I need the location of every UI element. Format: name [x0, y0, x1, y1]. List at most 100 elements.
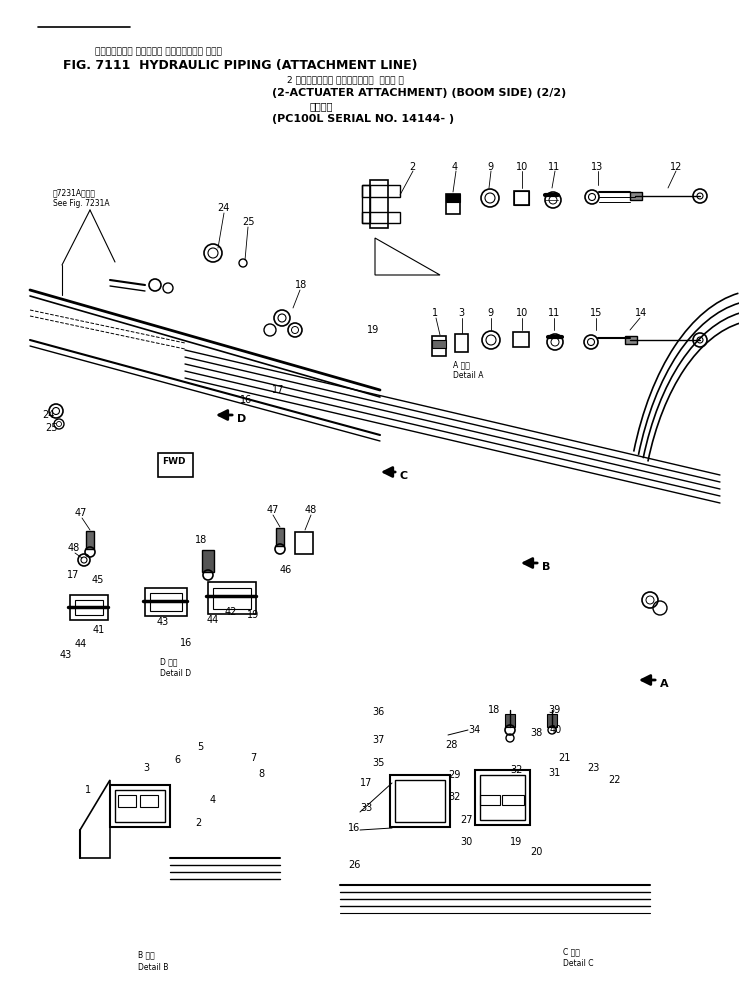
Bar [432, 340, 446, 348]
Text: 22: 22 [608, 775, 621, 785]
Text: A 詳細: A 詳細 [453, 361, 470, 370]
Text: ハイドロリック パイピング アタッチメント ライン: ハイドロリック パイピング アタッチメント ライン [95, 47, 222, 56]
Text: 2: 2 [409, 162, 415, 172]
Text: 32: 32 [510, 765, 522, 775]
Bar [480, 775, 525, 820]
Bar [480, 795, 500, 805]
Text: 17: 17 [272, 385, 285, 395]
Text: 16: 16 [180, 638, 192, 648]
Text: Detail C: Detail C [563, 960, 593, 969]
Text: D: D [237, 414, 246, 424]
Text: 47: 47 [75, 508, 87, 518]
Text: (PC100L SERIAL NO. 14144- ): (PC100L SERIAL NO. 14144- ) [272, 114, 454, 124]
Text: 18: 18 [195, 535, 207, 545]
Bar [118, 795, 136, 807]
Text: A: A [660, 679, 669, 689]
Text: 17: 17 [360, 778, 372, 788]
Bar [625, 336, 637, 344]
Text: 7: 7 [250, 753, 256, 763]
Bar [362, 185, 400, 197]
Text: 37: 37 [372, 735, 384, 745]
Text: 16: 16 [348, 823, 360, 833]
Text: 40: 40 [550, 725, 562, 735]
Text: See Fig. 7231A: See Fig. 7231A [53, 199, 109, 208]
Text: 適用号機: 適用号機 [310, 101, 333, 111]
Text: 27: 27 [460, 815, 472, 825]
Bar [213, 588, 251, 609]
Text: 25: 25 [45, 423, 58, 433]
Text: 34: 34 [468, 725, 480, 735]
Text: 12: 12 [670, 162, 682, 172]
Text: 8: 8 [258, 769, 264, 779]
Text: 9: 9 [487, 162, 493, 172]
Text: 46: 46 [280, 565, 292, 575]
Bar [295, 532, 313, 554]
Text: 20: 20 [530, 847, 542, 857]
Text: 21: 21 [558, 753, 571, 763]
Text: C 詳細: C 詳細 [563, 948, 580, 957]
Text: 2 アクチュエータ アタッチメント  ブーム 側: 2 アクチュエータ アタッチメント ブーム 側 [287, 76, 403, 85]
Text: 15: 15 [590, 308, 602, 318]
Bar [446, 194, 460, 202]
Text: C: C [400, 471, 408, 481]
Text: 4: 4 [210, 795, 216, 805]
Text: 17: 17 [67, 570, 79, 580]
Text: Detail B: Detail B [138, 963, 168, 972]
Text: Detail D: Detail D [160, 670, 191, 679]
Text: 11: 11 [548, 162, 560, 172]
Text: 16: 16 [240, 395, 252, 405]
Text: 第7231A図参照: 第7231A図参照 [53, 188, 96, 197]
Text: 18: 18 [488, 705, 500, 715]
Text: 38: 38 [530, 728, 542, 738]
Text: 24: 24 [42, 410, 55, 420]
Text: 19: 19 [367, 325, 379, 335]
Text: 29: 29 [448, 770, 460, 780]
Text: 18: 18 [295, 280, 307, 290]
Text: 45: 45 [92, 575, 104, 585]
Bar [455, 334, 468, 352]
Bar [70, 595, 108, 620]
Text: 19: 19 [510, 837, 522, 847]
Text: 33: 33 [360, 803, 372, 813]
Bar [208, 582, 256, 614]
Bar [362, 212, 400, 223]
Text: FWD: FWD [162, 457, 185, 466]
Bar [150, 593, 182, 611]
Text: 32: 32 [448, 792, 460, 802]
Text: 4: 4 [452, 162, 458, 172]
Text: 41: 41 [93, 625, 105, 635]
Bar [432, 336, 446, 356]
Text: 13: 13 [591, 162, 603, 172]
Bar [140, 795, 158, 807]
Text: 48: 48 [305, 505, 317, 515]
Text: Detail A: Detail A [453, 372, 483, 381]
Text: (2-ACTUATER ATTACHMENT) (BOOM SIDE) (2/2): (2-ACTUATER ATTACHMENT) (BOOM SIDE) (2/2… [272, 88, 566, 98]
Bar [115, 790, 165, 822]
Text: 39: 39 [548, 705, 560, 715]
Text: 10: 10 [516, 162, 528, 172]
Text: 44: 44 [207, 615, 219, 625]
Bar [547, 714, 557, 727]
Text: 14: 14 [635, 308, 647, 318]
Bar [502, 795, 524, 805]
Bar [110, 785, 170, 827]
Text: 1: 1 [432, 308, 438, 318]
Text: 3: 3 [458, 308, 464, 318]
Bar [446, 194, 460, 214]
Text: 43: 43 [60, 650, 72, 660]
Text: 36: 36 [372, 707, 384, 717]
Text: 19: 19 [247, 610, 259, 620]
Bar [86, 531, 94, 549]
Text: 28: 28 [445, 740, 457, 750]
Text: 42: 42 [225, 607, 237, 617]
Text: 1: 1 [85, 785, 91, 795]
Text: B 詳細: B 詳細 [138, 951, 154, 960]
Bar [475, 770, 530, 825]
Bar [362, 185, 370, 223]
Text: 35: 35 [372, 758, 384, 768]
Text: D 詳細: D 詳細 [160, 658, 177, 667]
Bar [630, 192, 642, 200]
Text: 26: 26 [348, 860, 361, 870]
Bar [276, 528, 284, 546]
Bar [513, 332, 529, 347]
